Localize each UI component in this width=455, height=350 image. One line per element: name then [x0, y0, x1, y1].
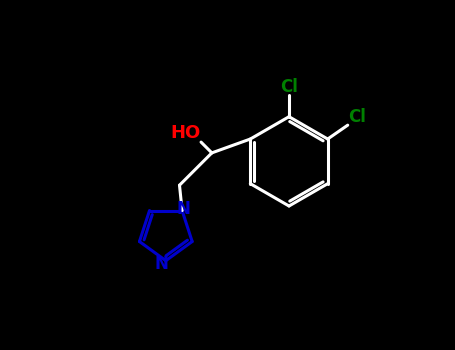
- Text: N: N: [177, 200, 191, 218]
- Text: HO: HO: [171, 124, 201, 142]
- Text: N: N: [154, 255, 168, 273]
- Text: Cl: Cl: [280, 78, 298, 97]
- Text: Cl: Cl: [348, 108, 366, 126]
